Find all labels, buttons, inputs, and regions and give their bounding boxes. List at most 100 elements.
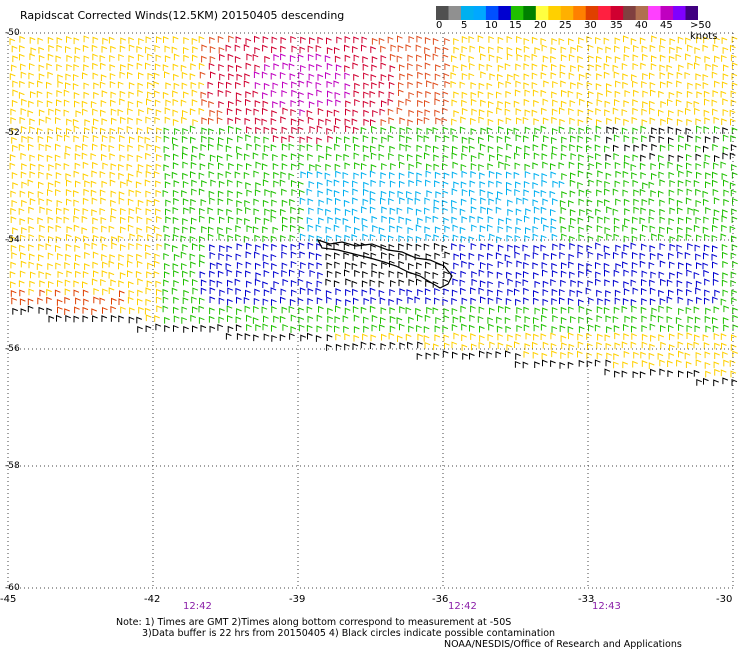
wind-barb	[660, 37, 666, 45]
wind-barb	[730, 252, 737, 260]
wind-barb	[128, 208, 135, 215]
wind-barb	[632, 99, 638, 106]
wind-barb	[714, 125, 720, 133]
wind-barb	[696, 125, 702, 133]
wind-barb	[703, 109, 710, 117]
wind-barb	[326, 80, 333, 88]
wind-barb	[273, 271, 279, 278]
wind-barb	[362, 333, 368, 341]
wind-barb	[505, 155, 512, 162]
wind-barb	[696, 234, 702, 242]
wind-barb	[200, 199, 207, 206]
wind-barb	[695, 73, 702, 80]
wind-barb	[209, 36, 215, 44]
wind-barb	[370, 119, 376, 126]
wind-barb	[47, 182, 54, 189]
wind-barb	[254, 117, 261, 125]
wind-barb	[570, 152, 577, 160]
wind-barb	[504, 317, 511, 324]
wind-barb	[434, 252, 441, 260]
colorbar-swatch	[623, 6, 637, 20]
wind-barb	[261, 306, 268, 314]
wind-barb	[711, 71, 718, 79]
wind-barb	[380, 307, 387, 314]
wind-barb	[343, 180, 349, 187]
wind-barb	[677, 188, 684, 196]
wind-barb	[154, 253, 160, 261]
wind-barb	[298, 80, 305, 88]
wind-barb	[705, 172, 711, 179]
wind-barb	[425, 215, 432, 223]
wind-barb	[516, 260, 523, 268]
wind-barb	[99, 207, 106, 215]
wind-barb	[603, 71, 610, 79]
wind-barb	[118, 315, 124, 323]
wind-barb	[173, 296, 179, 304]
wind-barb	[633, 144, 640, 152]
wind-barb	[477, 315, 484, 323]
wind-barb	[659, 298, 666, 305]
wind-barb	[64, 262, 70, 269]
wind-barb	[81, 100, 88, 108]
wind-barb	[236, 207, 243, 215]
wind-barb	[181, 262, 187, 270]
wind-barb	[587, 342, 593, 350]
wind-barb	[534, 280, 541, 288]
wind-barb	[65, 173, 72, 180]
wind-barb	[227, 53, 234, 61]
wind-barb	[442, 190, 449, 198]
wind-barb	[631, 325, 637, 333]
wind-barb	[172, 245, 178, 252]
wind-barb	[164, 172, 171, 180]
wind-barb	[417, 110, 423, 117]
wind-barb	[326, 188, 333, 196]
wind-barb	[261, 118, 268, 126]
wind-barb	[380, 62, 387, 70]
wind-barb	[209, 197, 215, 205]
colorbar-label: 30	[584, 20, 597, 31]
wind-barb	[235, 108, 242, 115]
lat-lon-grid	[7, 32, 734, 589]
wind-barb	[218, 137, 224, 144]
wind-barb	[730, 135, 736, 142]
wind-barb	[109, 254, 116, 261]
wind-barb	[424, 197, 431, 205]
wind-barb	[532, 351, 539, 359]
wind-barb	[497, 225, 504, 233]
wind-barb	[226, 269, 233, 277]
wind-barb	[378, 37, 385, 45]
wind-barb	[165, 199, 171, 207]
wind-barb	[307, 92, 314, 99]
wind-barb	[209, 262, 216, 270]
wind-barb	[597, 46, 603, 54]
wind-barb	[378, 153, 385, 161]
wind-barb	[731, 164, 737, 171]
wind-barb	[606, 89, 612, 97]
wind-barb	[479, 335, 485, 342]
wind-barb	[352, 62, 359, 70]
wind-barb	[433, 163, 440, 171]
wind-barb	[73, 64, 80, 71]
wind-barb	[136, 127, 143, 135]
wind-barb	[343, 252, 350, 259]
wind-barb	[676, 46, 683, 53]
wind-barb	[146, 164, 153, 171]
wind-barb	[225, 44, 232, 52]
wind-barb	[497, 333, 504, 341]
wind-barb	[30, 47, 37, 54]
wind-barb	[541, 314, 547, 322]
wind-barb	[666, 296, 673, 304]
wind-barb	[714, 289, 720, 297]
wind-barb	[388, 253, 395, 260]
wind-barb	[597, 216, 603, 224]
wind-barb	[28, 261, 35, 269]
wind-barb	[632, 154, 639, 162]
wind-barb	[83, 298, 89, 306]
wind-barb	[669, 179, 676, 187]
wind-barb	[360, 341, 367, 349]
wind-barb	[712, 278, 719, 286]
wind-barb	[380, 45, 386, 53]
wind-barb	[533, 324, 540, 332]
wind-barb	[460, 287, 466, 295]
wind-barb	[127, 198, 134, 206]
